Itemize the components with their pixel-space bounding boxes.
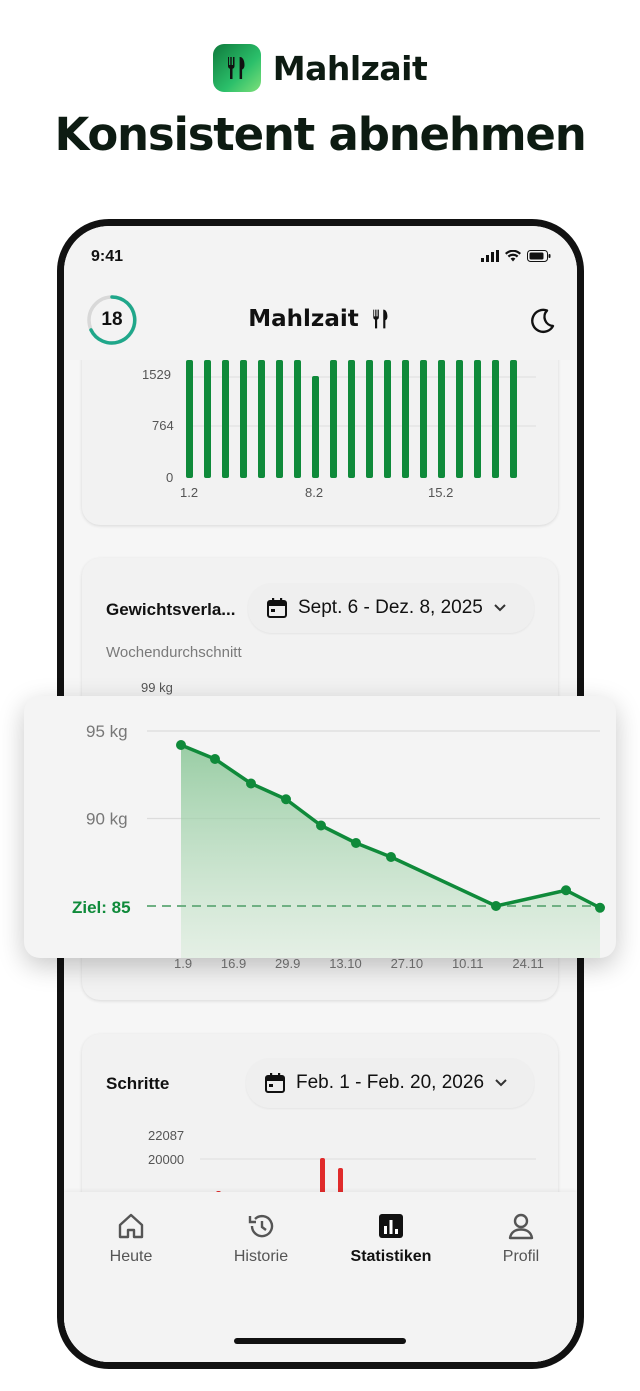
nav-item-heute[interactable]: Heute bbox=[76, 1212, 186, 1266]
weight-series-line bbox=[180, 743, 601, 910]
weight-subtitle: Wochendurchschnitt bbox=[106, 644, 242, 661]
weight-data-point bbox=[386, 852, 396, 862]
weight-area bbox=[181, 745, 600, 958]
x-tick-label: 1.9 bbox=[174, 956, 193, 971]
weight-area-chart: 95 kg 90 kg Ziel: 85 bbox=[72, 722, 605, 958]
calorie-bar bbox=[276, 360, 283, 478]
calorie-bar bbox=[312, 376, 319, 478]
streak-count: 18 bbox=[101, 309, 123, 330]
brand-logo bbox=[212, 44, 261, 92]
calorie-bar bbox=[186, 360, 193, 478]
headline: Konsistent abnehmen bbox=[54, 108, 586, 161]
x-tick-label: 1.2 bbox=[180, 485, 199, 500]
calorie-bar bbox=[204, 360, 211, 478]
calorie-bar bbox=[240, 360, 247, 478]
calendar-icon bbox=[267, 598, 287, 618]
calorie-bar bbox=[222, 360, 229, 478]
brand-name: Mahlzait bbox=[272, 48, 428, 88]
calendar-icon bbox=[265, 1073, 285, 1093]
calories-card: 1529 764 0 1.2 8.2 15.2 bbox=[82, 360, 558, 525]
x-tick-label: 16.9 bbox=[220, 956, 247, 971]
y-tick-label: 764 bbox=[152, 418, 174, 433]
nav-label: Statistiken bbox=[350, 1248, 432, 1265]
cutlery-icon bbox=[227, 57, 245, 79]
weight-data-point bbox=[351, 838, 361, 848]
status-bar: 9:41 bbox=[64, 226, 577, 286]
nav-item-profil[interactable]: Profil bbox=[466, 1212, 576, 1266]
chevron-down-icon bbox=[494, 604, 506, 612]
profile-icon bbox=[508, 1213, 534, 1240]
app-title-text: Mahlzait bbox=[248, 306, 359, 332]
signal-icon bbox=[481, 250, 499, 262]
dark-mode-moon-icon[interactable] bbox=[527, 306, 557, 336]
status-time: 9:41 bbox=[91, 248, 124, 265]
x-tick-label: 8.2 bbox=[305, 485, 324, 500]
x-tick-label: 29.9 bbox=[275, 956, 301, 971]
y-tick-label: 99 kg bbox=[141, 680, 173, 695]
y-tick-label: 95 kg bbox=[86, 722, 128, 741]
calorie-bar bbox=[330, 360, 337, 478]
calorie-bar bbox=[402, 360, 409, 478]
history-icon bbox=[248, 1214, 274, 1238]
weight-data-point bbox=[246, 778, 256, 789]
wifi-icon bbox=[505, 250, 521, 262]
home-indicator bbox=[234, 1338, 406, 1344]
calories-bar-chart bbox=[186, 360, 536, 478]
weight-data-point bbox=[561, 885, 571, 896]
calorie-bar bbox=[492, 360, 499, 478]
nav-item-statistiken[interactable]: Statistiken bbox=[336, 1212, 446, 1266]
weight-data-point bbox=[176, 740, 186, 750]
weight-chart-zoom-overlay: 95 kg 90 kg Ziel: 85 bbox=[24, 696, 616, 958]
date-range-text: Feb. 1 - Feb. 20, 2026 bbox=[296, 1072, 485, 1093]
weight-x-ticks: 1.9 16.9 29.9 13.10 27.10 10.11 24.11 bbox=[174, 956, 544, 971]
weight-data-point bbox=[316, 820, 326, 831]
y-tick-label: 20000 bbox=[148, 1152, 185, 1167]
x-tick-label: 24.11 bbox=[512, 956, 544, 971]
y-tick-label: 1529 bbox=[142, 367, 171, 382]
card-title: Schritte bbox=[106, 1074, 170, 1093]
y-tick-label: 90 kg bbox=[86, 810, 128, 829]
calorie-bar bbox=[438, 360, 445, 478]
calorie-bar bbox=[456, 360, 463, 478]
date-range-text: Sept. 6 - Dez. 8, 2025 bbox=[298, 597, 483, 618]
calorie-bar bbox=[420, 360, 427, 478]
stats-icon bbox=[379, 1214, 403, 1238]
nav-label: Heute bbox=[109, 1248, 153, 1265]
card-title: Gewichtsverla... bbox=[106, 600, 236, 619]
calorie-bar bbox=[366, 360, 373, 478]
nav-label: Profil bbox=[502, 1248, 540, 1265]
status-icons bbox=[481, 250, 551, 262]
app-bar: 18 Mahlzait bbox=[64, 286, 577, 360]
y-tick-label: 0 bbox=[166, 470, 174, 485]
weight-data-point bbox=[491, 901, 501, 911]
calorie-bar bbox=[384, 360, 391, 478]
app-title: Mahlzait bbox=[64, 306, 577, 332]
cutlery-icon bbox=[373, 309, 388, 329]
calorie-bar bbox=[294, 360, 301, 478]
nav-item-historie[interactable]: Historie bbox=[206, 1212, 316, 1266]
goal-label: Ziel: 85 bbox=[72, 898, 131, 917]
steps-date-range-button[interactable]: Feb. 1 - Feb. 20, 2026 bbox=[246, 1058, 534, 1108]
x-tick-label: 15.2 bbox=[428, 485, 454, 500]
home-icon bbox=[118, 1213, 144, 1239]
calorie-bar bbox=[258, 360, 265, 478]
weight-data-point bbox=[281, 794, 291, 805]
chevron-down-icon bbox=[495, 1079, 507, 1087]
x-tick-label: 10.11 bbox=[451, 956, 484, 971]
nav-label: Historie bbox=[233, 1248, 289, 1265]
weight-data-point bbox=[595, 902, 605, 913]
weight-date-range-button[interactable]: Sept. 6 - Dez. 8, 2025 bbox=[248, 583, 534, 633]
calorie-bar bbox=[510, 360, 517, 478]
weight-data-point bbox=[210, 754, 220, 764]
streak-ring-icon[interactable] bbox=[86, 294, 138, 346]
calorie-bar bbox=[474, 360, 481, 478]
x-tick-label: 27.10 bbox=[390, 956, 424, 971]
y-tick-label: 22087 bbox=[148, 1128, 185, 1143]
battery-icon bbox=[527, 250, 551, 262]
bottom-navigation: Heute Historie Statistiken Pr bbox=[64, 1192, 577, 1362]
calorie-bar bbox=[348, 360, 355, 478]
x-tick-label: 13.10 bbox=[329, 956, 362, 971]
brand-header: Mahlzait bbox=[0, 44, 640, 92]
